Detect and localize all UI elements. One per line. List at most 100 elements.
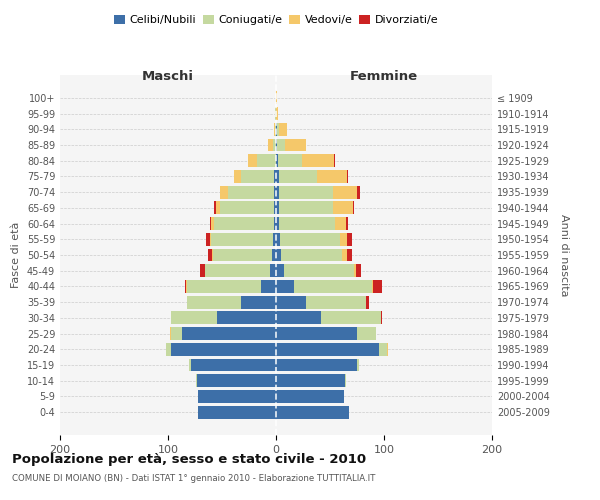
Bar [268, 138, 273, 151]
Bar [281, 248, 342, 262]
Bar [333, 202, 353, 214]
Bar [276, 327, 357, 340]
Bar [171, 343, 276, 356]
Bar [200, 264, 205, 277]
Bar [279, 186, 333, 198]
Bar [322, 312, 381, 324]
Bar [279, 123, 287, 136]
Bar [387, 343, 388, 356]
Bar [306, 296, 365, 308]
Bar [188, 358, 191, 372]
Bar [217, 312, 276, 324]
Bar [272, 248, 276, 262]
Bar [234, 170, 241, 183]
Bar [198, 406, 276, 418]
Bar [302, 154, 334, 167]
Bar [210, 233, 211, 245]
Bar [276, 154, 278, 167]
Bar [229, 186, 274, 198]
Bar [241, 170, 274, 183]
Bar [220, 202, 274, 214]
Bar [276, 123, 277, 136]
Bar [171, 327, 182, 340]
Bar [276, 217, 279, 230]
Bar [211, 217, 214, 230]
Bar [275, 123, 276, 136]
Bar [273, 233, 276, 245]
Bar [342, 248, 347, 262]
Bar [276, 264, 284, 277]
Y-axis label: Fasce di età: Fasce di età [11, 222, 21, 288]
Bar [346, 217, 349, 230]
Bar [182, 327, 276, 340]
Bar [248, 154, 257, 167]
Bar [276, 138, 277, 151]
Bar [241, 296, 276, 308]
Bar [274, 123, 275, 136]
Bar [274, 186, 276, 198]
Bar [276, 374, 345, 387]
Bar [379, 343, 387, 356]
Bar [275, 107, 276, 120]
Bar [276, 390, 344, 403]
Bar [171, 312, 217, 324]
Bar [170, 327, 171, 340]
Text: COMUNE DI MOIANO (BN) - Dati ISTAT 1° gennaio 2010 - Elaborazione TUTTITALIA.IT: COMUNE DI MOIANO (BN) - Dati ISTAT 1° ge… [12, 474, 376, 483]
Bar [214, 248, 272, 262]
Bar [276, 280, 295, 293]
Bar [279, 217, 335, 230]
Bar [191, 358, 276, 372]
Bar [198, 390, 276, 403]
Bar [273, 138, 276, 151]
Bar [269, 264, 276, 277]
Bar [276, 202, 279, 214]
Bar [197, 374, 276, 387]
Bar [347, 233, 352, 245]
Bar [357, 186, 360, 198]
Bar [205, 264, 269, 277]
Bar [276, 406, 349, 418]
Bar [208, 248, 212, 262]
Text: Femmine: Femmine [350, 70, 418, 83]
Bar [212, 248, 214, 262]
Bar [347, 248, 352, 262]
Bar [187, 280, 261, 293]
Bar [347, 170, 349, 183]
Bar [257, 154, 276, 167]
Bar [277, 138, 284, 151]
Bar [357, 327, 376, 340]
Bar [280, 233, 340, 245]
Bar [166, 343, 171, 356]
Text: Popolazione per età, sesso e stato civile - 2010: Popolazione per età, sesso e stato civil… [12, 452, 366, 466]
Bar [365, 296, 369, 308]
Bar [276, 312, 322, 324]
Bar [356, 264, 361, 277]
Bar [214, 217, 274, 230]
Bar [278, 154, 302, 167]
Bar [214, 202, 215, 214]
Bar [276, 170, 279, 183]
Bar [353, 202, 354, 214]
Bar [276, 92, 277, 104]
Bar [261, 280, 276, 293]
Y-axis label: Anni di nascita: Anni di nascita [559, 214, 569, 296]
Legend: Celibi/Nubili, Coniugati/e, Vedovi/e, Divorziati/e: Celibi/Nubili, Coniugati/e, Vedovi/e, Di… [109, 10, 443, 30]
Bar [333, 186, 357, 198]
Bar [276, 358, 357, 372]
Bar [274, 217, 276, 230]
Bar [276, 343, 379, 356]
Bar [335, 217, 346, 230]
Text: Maschi: Maschi [142, 70, 194, 83]
Bar [211, 233, 273, 245]
Bar [276, 233, 280, 245]
Bar [196, 374, 197, 387]
Bar [284, 264, 354, 277]
Bar [284, 138, 306, 151]
Bar [220, 186, 229, 198]
Bar [276, 107, 278, 120]
Bar [372, 280, 373, 293]
Bar [185, 280, 187, 293]
Bar [373, 280, 382, 293]
Bar [276, 296, 306, 308]
Bar [340, 233, 347, 245]
